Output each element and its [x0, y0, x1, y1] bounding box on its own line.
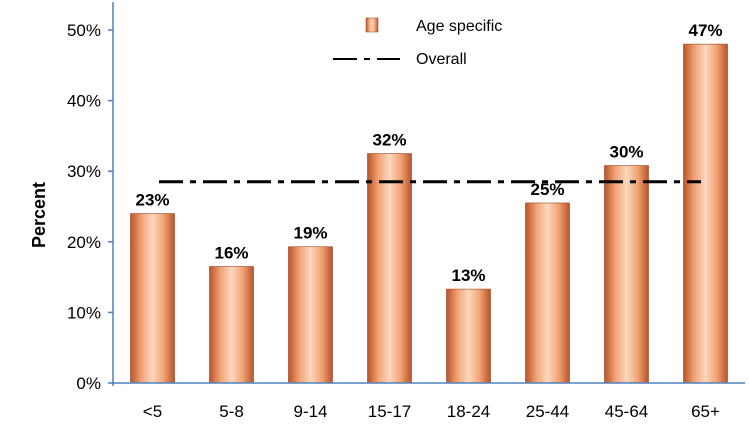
- x-axis-ticks: <5 5-8 9-14 15-17 18-24 25-44 45-64 65+: [143, 402, 720, 421]
- x-tick-label: 45-64: [605, 402, 648, 421]
- legend-age-specific-label: Age specific: [416, 18, 502, 35]
- bar: [525, 202, 570, 384]
- x-tick-label: 65+: [691, 402, 720, 421]
- x-tick-label: 9-14: [293, 402, 327, 421]
- bar: [604, 165, 649, 384]
- data-label: 30%: [609, 143, 643, 162]
- data-labels: 23% 16% 19% 32% 13% 25% 30% 47%: [135, 21, 722, 285]
- legend: Age specific Overall: [333, 17, 502, 68]
- data-label: 23%: [135, 191, 169, 210]
- y-tick-label: 20%: [67, 233, 101, 252]
- bar: [367, 153, 412, 384]
- x-tick-label: <5: [143, 402, 162, 421]
- bar: [683, 43, 728, 384]
- bars: [130, 43, 728, 384]
- y-tick-label: 0%: [76, 374, 101, 393]
- data-label: 13%: [451, 266, 485, 285]
- x-tick-label: 5-8: [219, 402, 244, 421]
- bar: [288, 246, 333, 384]
- data-label: 25%: [530, 180, 564, 199]
- x-tick-label: 15-17: [368, 402, 411, 421]
- y-tick-label: 40%: [67, 92, 101, 111]
- legend-age-specific-swatch: [365, 17, 379, 33]
- y-axis-title: Percent: [29, 182, 49, 248]
- data-label: 19%: [293, 224, 327, 243]
- bar: [446, 288, 491, 384]
- data-label: 47%: [688, 21, 722, 40]
- x-tick-label: 25-44: [526, 402, 569, 421]
- y-tick-label: 50%: [67, 21, 101, 40]
- bar: [209, 266, 254, 384]
- y-tick-label: 30%: [67, 162, 101, 181]
- y-axis-ticks: 0% 10% 20% 30% 40% 50%: [67, 21, 113, 393]
- y-tick-label: 10%: [67, 303, 101, 322]
- legend-overall-label: Overall: [416, 51, 467, 68]
- data-label: 16%: [214, 244, 248, 263]
- bar: [130, 213, 175, 384]
- x-tick-label: 18-24: [447, 402, 490, 421]
- data-label: 32%: [372, 131, 406, 150]
